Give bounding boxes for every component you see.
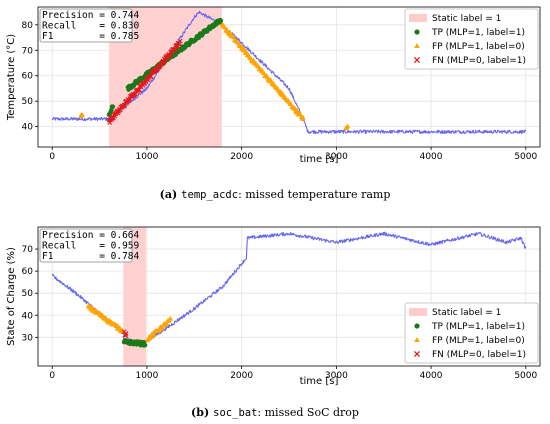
fn-marker bbox=[175, 44, 180, 50]
x-tick-label: 4000 bbox=[420, 152, 443, 162]
x-tick-label: 0 bbox=[49, 371, 55, 381]
chart-temp-acdc: 0 1000 2000 3000 4000 5000 40 50 60 70 80 time [s… bbox=[6, 6, 541, 201]
plot-frame bbox=[37, 226, 541, 367]
tp-marker bbox=[142, 342, 148, 348]
legend-label-fn: FN (MLP=0, label=1) bbox=[432, 56, 526, 66]
y-tick-label: 80 bbox=[22, 21, 34, 31]
legend: Static label = 1 TP (MLP=1, label=1) FP … bbox=[404, 8, 539, 70]
y-ticks: 30 40 50 60 70 bbox=[22, 245, 38, 343]
y-tick-label: 40 bbox=[22, 123, 34, 133]
x-tick-label: 5000 bbox=[514, 371, 537, 381]
classification-points bbox=[85, 302, 174, 348]
legend-fn-marker bbox=[413, 350, 421, 358]
caption-b: (b) soc_bat: missed SoC drop bbox=[191, 406, 359, 419]
precision-text: Precision = 0.664 bbox=[42, 230, 140, 241]
y-tick-label: 50 bbox=[22, 97, 34, 107]
x-tick-label: 5000 bbox=[514, 152, 537, 162]
caption-label: (a) bbox=[160, 188, 178, 201]
legend-region-swatch bbox=[409, 14, 427, 22]
legend-tp-marker bbox=[414, 323, 420, 329]
legend-region-swatch bbox=[409, 308, 427, 316]
metrics-box: Precision = 0.664 Recall = 0.959 F1 = 0.… bbox=[39, 228, 140, 263]
tp-marker bbox=[218, 18, 224, 23]
y-axis-label: Temperature (°C) bbox=[6, 34, 17, 121]
y-axis-label: State of Charge (%) bbox=[6, 247, 17, 346]
fp-marker bbox=[345, 123, 351, 128]
f1-text: F1 = 0.785 bbox=[42, 31, 139, 42]
precision-text: Precision = 0.744 bbox=[42, 10, 140, 21]
y-tick-label: 60 bbox=[22, 267, 34, 277]
caption-text: : missed SoC drop bbox=[257, 406, 359, 419]
fn-marker bbox=[177, 38, 183, 44]
x-tick-label: 0 bbox=[49, 152, 55, 162]
fp-marker bbox=[80, 112, 85, 117]
fp-marker bbox=[300, 115, 306, 120]
metrics-box: Precision = 0.744 Recall = 0.830 F1 = 0.… bbox=[39, 8, 140, 43]
legend: Static label = 1 TP (MLP=1, label=1) FP … bbox=[404, 302, 539, 364]
legend-label-tp: TP (MLP=1, label=1) bbox=[431, 322, 525, 332]
fp-marker bbox=[151, 332, 157, 337]
f1-text: F1 = 0.784 bbox=[42, 251, 140, 262]
legend-tp-marker bbox=[414, 29, 420, 35]
y-tick-label: 40 bbox=[22, 311, 34, 321]
fn-marker bbox=[122, 103, 128, 109]
fp-marker bbox=[159, 326, 165, 331]
legend-label-fp: FP (MLP=1, label=0) bbox=[432, 336, 525, 346]
caption-code: temp_acdc bbox=[181, 189, 238, 201]
fn-marker bbox=[148, 73, 154, 79]
fp-marker bbox=[168, 316, 174, 321]
legend-label-static: Static label = 1 bbox=[432, 14, 501, 24]
x-tick-label: 1000 bbox=[135, 152, 158, 162]
legend-fp-marker bbox=[414, 337, 420, 342]
x-ticks: 0 1000 2000 3000 4000 5000 bbox=[49, 366, 538, 381]
legend-label-tp: TP (MLP=1, label=1) bbox=[431, 28, 525, 38]
x-tick-label: 4000 bbox=[420, 371, 443, 381]
caption-text: : missed temperature ramp bbox=[238, 188, 390, 201]
y-tick-label: 70 bbox=[22, 245, 34, 255]
x-tick-label: 1000 bbox=[135, 371, 158, 381]
chart-soc-bat: 0 1000 2000 3000 4000 5000 30 40 50 60 70 time [s… bbox=[6, 226, 541, 419]
fn-marker bbox=[123, 331, 129, 336]
recall-text: Recall = 0.830 bbox=[42, 21, 140, 32]
y-tick-label: 30 bbox=[22, 333, 34, 343]
y-tick-label: 60 bbox=[22, 72, 34, 82]
x-tick-label: 3000 bbox=[325, 371, 348, 381]
x-tick-label: 3000 bbox=[325, 152, 348, 162]
x-axis-label: time [s] bbox=[300, 376, 339, 387]
caption-a: (a) temp_acdc: missed temperature ramp bbox=[160, 188, 391, 201]
legend-fn-marker bbox=[413, 56, 421, 64]
grid-lines bbox=[38, 227, 540, 366]
legend-label-fp: FP (MLP=1, label=0) bbox=[432, 42, 525, 52]
recall-text: Recall = 0.959 bbox=[42, 241, 140, 252]
y-tick-label: 50 bbox=[22, 289, 34, 299]
x-ticks: 0 1000 2000 3000 4000 5000 bbox=[49, 147, 538, 162]
y-tick-label: 70 bbox=[22, 46, 34, 56]
plot-frame bbox=[37, 6, 541, 148]
classification-points bbox=[78, 17, 351, 131]
x-axis-label: time [s] bbox=[300, 154, 339, 165]
tp-marker bbox=[109, 107, 114, 113]
legend-fp-marker bbox=[414, 43, 420, 48]
fp-marker bbox=[298, 112, 304, 117]
fp-marker bbox=[164, 320, 170, 326]
caption-label: (b) bbox=[191, 406, 209, 419]
tp-marker bbox=[110, 104, 116, 109]
caption-code: soc_bat bbox=[213, 407, 257, 419]
fp-marker bbox=[294, 107, 300, 113]
y-ticks: 40 50 60 70 80 bbox=[22, 21, 38, 133]
x-tick-label: 2000 bbox=[230, 371, 253, 381]
legend-label-static: Static label = 1 bbox=[432, 308, 501, 318]
x-tick-label: 2000 bbox=[230, 152, 253, 162]
legend-label-fn: FN (MLP=0, label=1) bbox=[432, 350, 526, 360]
fp-marker bbox=[278, 88, 283, 94]
